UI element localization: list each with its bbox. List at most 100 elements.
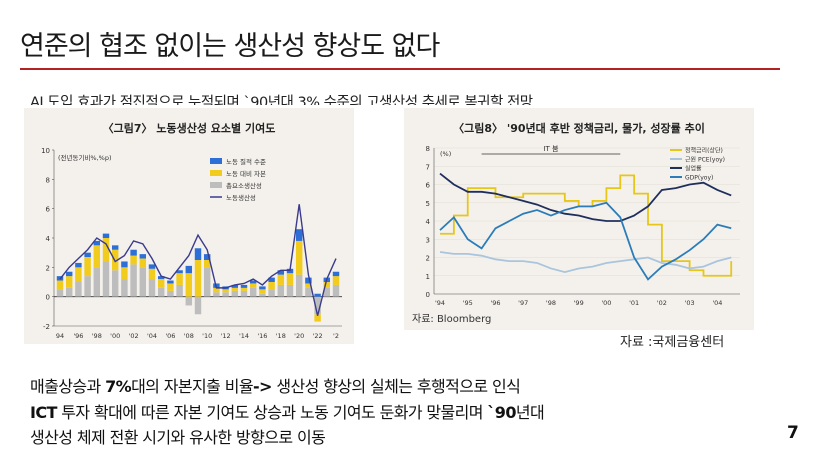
title-divider — [20, 68, 780, 70]
chart7-bar-tfp — [231, 290, 239, 297]
chart8-y-tick: 4 — [426, 218, 431, 226]
chart7-bar-labor-quality — [231, 284, 239, 288]
body-line-2: ICT 투자 확대에 따른 자본 기여도 상승과 노동 기여도 둔화가 맞물리며… — [30, 399, 545, 423]
chart8-line-gdp — [439, 201, 732, 281]
chart7-bar-labor-quality — [277, 270, 285, 275]
chart7-bar-capital — [277, 274, 285, 285]
chart7-bar-labor-quality — [65, 271, 73, 277]
chart7-bar-labor-quality — [93, 240, 101, 246]
chart7-bar-labor-quality — [259, 286, 266, 290]
chart7-bar-capital — [323, 282, 331, 288]
chart7-title: 〈그림7〉 노동생산성 요소별 기여도 — [103, 121, 276, 135]
chart7-bar-capital — [56, 280, 64, 290]
chart7-bar-capital — [167, 283, 174, 291]
chart8-svg: 〈그림8〉 '90년대 후반 정책금리, 물가, 성장률 추이 (%) 8 7 6 5 4 3… — [404, 108, 754, 330]
chart7-bar-capital — [305, 283, 312, 288]
chart7-legend-label: 노동 대비 자본 — [226, 169, 266, 178]
chart7-bar-labor-quality — [102, 233, 110, 238]
chart7-bar-tfp — [84, 276, 91, 297]
chart7-legend-label: 총요소생산성 — [226, 181, 262, 190]
chart7-bar-tfp — [167, 290, 174, 297]
chart7-x-tick: '02 — [129, 332, 139, 340]
chart8-x-tick: '02 — [657, 299, 667, 307]
chart7-bar-capital — [332, 276, 340, 285]
chart7-x-tick: '16 — [257, 332, 267, 340]
chart7-bar-capital — [286, 273, 294, 285]
chart7-bar-capital — [65, 276, 73, 288]
chart7-y-tick: 8 — [46, 176, 50, 184]
chart7-x-tick: '2 — [333, 332, 339, 340]
chart8-x-tick: '03 — [685, 299, 695, 307]
chart7-bar-labor-quality — [111, 245, 119, 250]
chart7-bar-capital — [194, 260, 202, 297]
chart7-bar-tfp — [65, 287, 73, 297]
chart7-bar-tfp — [139, 267, 147, 297]
chart7-background — [24, 108, 354, 344]
chart7-bar-tfp — [240, 290, 248, 297]
chart8-x-tick: '04 — [712, 299, 722, 307]
chart7-bar-capital — [249, 283, 257, 288]
chart7-bar-tfp — [176, 284, 183, 297]
chart7-bar-tfp — [323, 287, 331, 297]
body-text: 생산성 향상의 실체는 후행적으로 인식 — [271, 377, 521, 396]
chart7-bar-labor-quality — [203, 254, 211, 260]
chart7-bar-capital — [75, 267, 82, 282]
chart8-annotation: IT 붐 — [543, 145, 559, 153]
chart7-bar-labor-quality — [268, 277, 275, 282]
chart8-x-tick: '98 — [546, 299, 556, 307]
chart7-bar-tfp — [213, 292, 220, 297]
chart7-bar-tfp — [185, 296, 193, 306]
chart8-x-tick: '00 — [601, 299, 611, 307]
chart7-bar-tfp — [157, 287, 165, 297]
chart7-bar-tfp — [111, 270, 119, 297]
chart7-x-tick: '18 — [276, 332, 286, 340]
chart7-y-tick: 2 — [46, 264, 50, 272]
chart7-y-tick: 4 — [46, 235, 51, 243]
chart7-bar-capital — [268, 282, 275, 290]
chart7-unit-label: (전년동기비%,%p) — [58, 153, 112, 162]
chart8-x-tick: '94 — [435, 299, 445, 307]
chart8-y-tick: 1 — [426, 273, 430, 281]
chart7-x-tick: '22 — [313, 332, 323, 340]
body-text: 매출상승과 — [30, 377, 106, 396]
chart7-bar-capital — [213, 287, 220, 293]
body-line-3: 생산성 체제 전환 시기와 유사한 방향으로 이동 — [30, 428, 326, 447]
chart7-y-tick: 6 — [46, 206, 51, 214]
chart7-bar-tfp — [75, 282, 82, 297]
slide-subtitle: AI 도입 효과가 점진적으로 누적되며 `90년대 3% 수준의 고생산성 추… — [30, 95, 533, 105]
chart7-legend-swatch — [210, 182, 222, 188]
chart7-bar-tfp — [148, 279, 156, 297]
chart7-bar-tfp — [194, 296, 202, 315]
chart8-y-tick: 0 — [426, 291, 430, 299]
chart7-bar-labor-quality — [305, 277, 312, 284]
chart8-x-tick: '01 — [629, 299, 639, 307]
chart7-bar-labor-quality — [139, 254, 147, 259]
chart7-x-tick: 94 — [56, 332, 64, 340]
chart8-source: 자료: Bloomberg — [412, 313, 491, 325]
chart8-line-core-pce — [439, 251, 732, 274]
chart7-bar-labor-quality — [185, 265, 193, 274]
slide-title: 연준의 협조 없이는 생산성 향상도 없다 — [20, 31, 440, 62]
body-arrow: -> — [253, 377, 272, 396]
chart7-bar-tfp — [295, 274, 303, 297]
chart7-bar-capital — [222, 289, 229, 293]
chart7-bar-labor-quality — [240, 284, 248, 288]
chart7-x-tick: '20 — [294, 332, 304, 340]
chart7-bar-labor-quality — [157, 276, 165, 280]
chart8-y-tick: 3 — [426, 236, 430, 244]
chart7-line-productivity — [59, 204, 337, 316]
chart7-bar-capital — [314, 314, 321, 322]
chart8-y-tick: 7 — [426, 163, 430, 171]
chart7-bar-labor-quality — [167, 280, 174, 284]
chart7-y-tick: 10 — [41, 147, 50, 155]
chart7-bar-labor-quality — [121, 261, 128, 268]
chart8-unit-label: (%) — [440, 150, 451, 158]
chart-panel-labor-productivity: 〈그림7〉 노동생산성 요소별 기여도 (전년동기비%,%p) 10 8 6 4 2 0 -2 9… — [24, 108, 354, 344]
body-emphasis: ICT — [30, 403, 57, 422]
chart8-x-tick: '99 — [574, 299, 584, 307]
chart7-bar-capital — [240, 287, 248, 291]
chart7-bar-capital — [176, 273, 183, 285]
chart7-bar-labor-quality — [332, 271, 340, 277]
chart7-bar-tfp — [93, 267, 101, 297]
chart7-x-tick: '00 — [110, 332, 120, 340]
